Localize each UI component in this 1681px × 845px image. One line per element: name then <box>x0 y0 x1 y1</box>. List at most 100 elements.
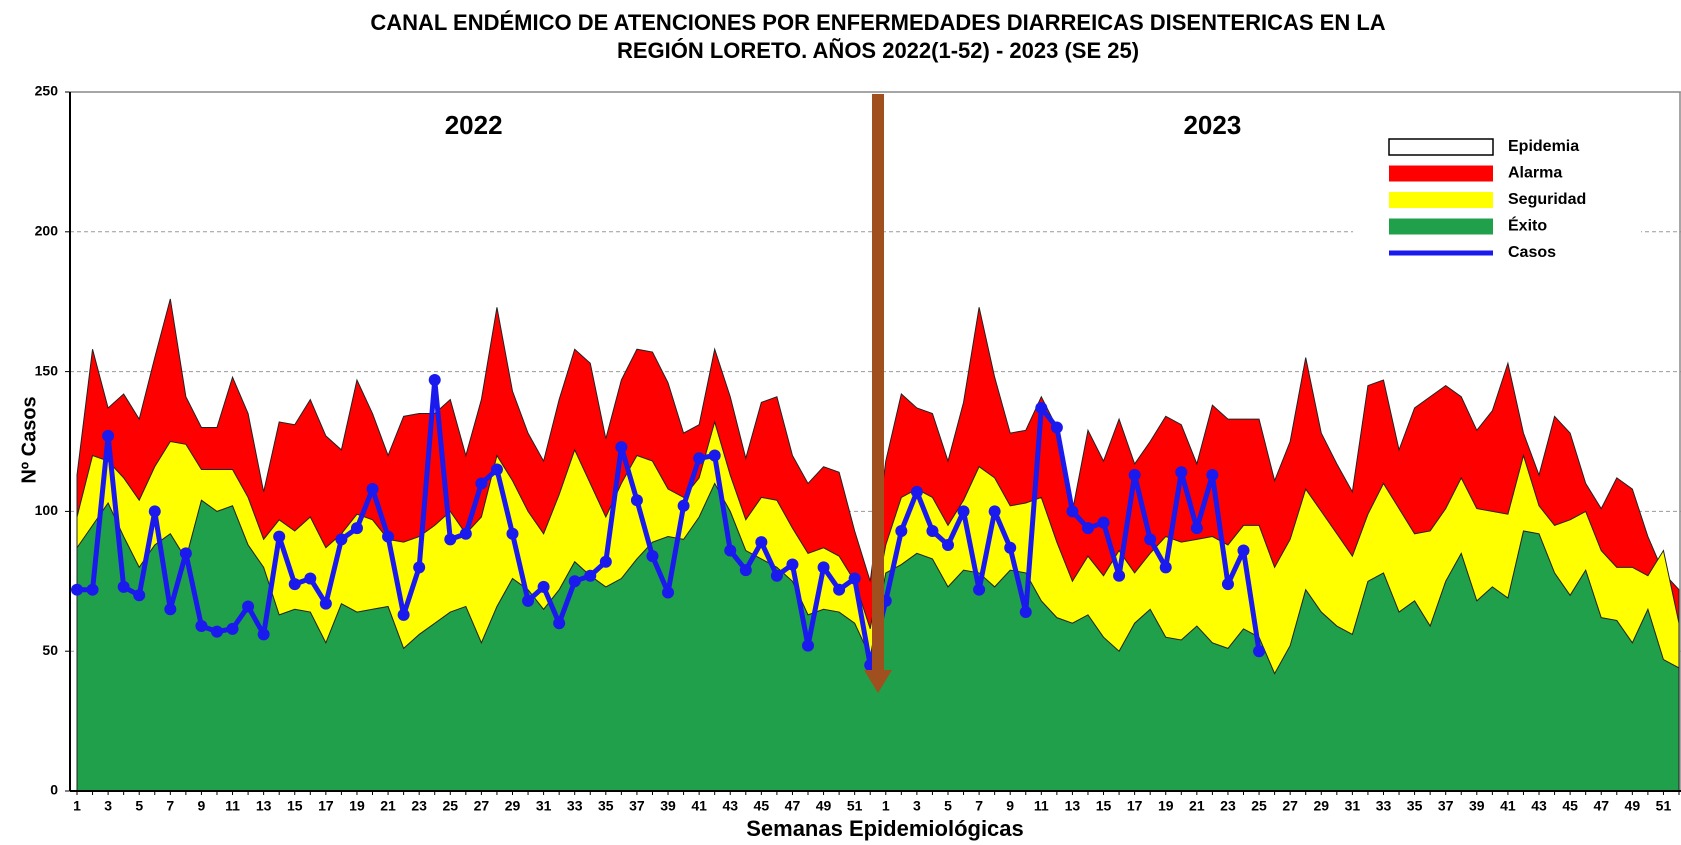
x-tick-label: 39 <box>1469 798 1485 814</box>
point <box>273 530 286 543</box>
point <box>319 597 332 610</box>
x-tick-label: 45 <box>754 798 770 814</box>
x-tick-label: 49 <box>1625 798 1641 814</box>
point <box>1066 505 1079 518</box>
x-tick-label: 33 <box>567 798 583 814</box>
point <box>350 522 363 535</box>
point <box>117 580 130 593</box>
x-tick-label: 47 <box>1593 798 1609 814</box>
point <box>708 449 721 462</box>
x-tick-label: 51 <box>847 798 863 814</box>
point <box>770 569 783 582</box>
x-tick-label: 35 <box>1407 798 1423 814</box>
point <box>786 558 799 571</box>
chart-title: CANAL ENDÉMICO DE ATENCIONES POR ENFERME… <box>370 10 1385 35</box>
year-label: 2022 <box>445 110 503 140</box>
x-tick-label: 23 <box>411 798 427 814</box>
point <box>257 628 270 641</box>
divider-arrowhead <box>864 670 892 694</box>
legend-label: Seguridad <box>1508 191 1586 208</box>
x-tick-label: 31 <box>536 798 552 814</box>
legend-swatch <box>1389 218 1493 235</box>
point <box>1237 544 1250 557</box>
x-tick-label: 29 <box>1313 798 1329 814</box>
point <box>1097 516 1110 529</box>
chart-title: REGIÓN LORETO. AÑOS 2022(1-52) - 2023 (S… <box>617 38 1139 63</box>
point <box>1019 606 1032 619</box>
x-tick-label: 25 <box>442 798 458 814</box>
point <box>522 594 535 607</box>
point <box>693 452 706 465</box>
x-tick-label: 11 <box>1034 798 1049 814</box>
x-tick-label: 5 <box>944 798 952 814</box>
x-tick-label: 41 <box>1500 798 1516 814</box>
x-tick-label: 7 <box>166 798 174 814</box>
x-axis-label: Semanas Epidemiológicas <box>746 816 1024 841</box>
x-tick-label: 19 <box>1158 798 1174 814</box>
point <box>599 555 612 568</box>
x-tick-label: 3 <box>913 798 921 814</box>
point <box>1128 469 1141 482</box>
point <box>304 572 317 585</box>
point <box>1081 522 1094 535</box>
x-tick-label: 45 <box>1562 798 1578 814</box>
point <box>724 544 737 557</box>
legend-label: Casos <box>1508 244 1556 261</box>
x-tick-label: 43 <box>1531 798 1547 814</box>
point <box>1175 466 1188 479</box>
point <box>584 569 597 582</box>
y-tick-label: 200 <box>35 223 59 239</box>
point <box>833 583 846 596</box>
x-tick-label: 47 <box>785 798 801 814</box>
point <box>848 572 861 585</box>
point <box>1004 541 1017 554</box>
x-tick-label: 31 <box>1345 798 1361 814</box>
point <box>133 589 146 602</box>
x-tick-label: 37 <box>629 798 645 814</box>
x-tick-label: 11 <box>225 798 240 814</box>
point <box>490 463 503 476</box>
legend-swatch <box>1388 138 1494 156</box>
legend: Epidemia Alarma Seguridad Éxito Casos <box>1353 123 1641 268</box>
x-tick-label: 5 <box>135 798 143 814</box>
point <box>1144 533 1157 546</box>
point <box>242 600 255 613</box>
point <box>677 499 690 512</box>
x-tick-label: 9 <box>1006 798 1014 814</box>
point <box>537 580 550 593</box>
point <box>444 533 457 546</box>
point <box>1221 578 1234 591</box>
point <box>1035 401 1048 414</box>
point <box>86 583 99 596</box>
point <box>926 524 939 537</box>
point <box>382 530 395 543</box>
point <box>755 536 768 549</box>
x-tick-label: 17 <box>318 798 334 814</box>
point <box>895 524 908 537</box>
y-tick-label: 250 <box>35 83 59 99</box>
x-tick-label: 21 <box>1189 798 1205 814</box>
point <box>646 550 659 563</box>
point <box>553 617 566 630</box>
point <box>1253 645 1266 658</box>
point <box>957 505 970 518</box>
x-tick-label: 33 <box>1376 798 1392 814</box>
legend-swatch <box>1389 192 1493 208</box>
point <box>195 620 208 633</box>
x-tick-label: 3 <box>104 798 112 814</box>
point <box>615 441 628 454</box>
y-axis-label: Nº Casos <box>18 396 40 483</box>
x-tick-label: 1 <box>882 798 890 814</box>
legend-swatch <box>1389 165 1493 182</box>
x-tick-label: 29 <box>505 798 521 814</box>
x-tick-label: 41 <box>691 798 707 814</box>
point <box>1050 421 1063 434</box>
x-tick-label: 49 <box>816 798 832 814</box>
legend-label: Éxito <box>1508 216 1547 235</box>
point <box>288 578 301 591</box>
point <box>102 429 115 442</box>
year-label: 2023 <box>1183 110 1241 140</box>
point <box>71 583 83 596</box>
point <box>397 608 410 621</box>
x-tick-label: 43 <box>722 798 738 814</box>
